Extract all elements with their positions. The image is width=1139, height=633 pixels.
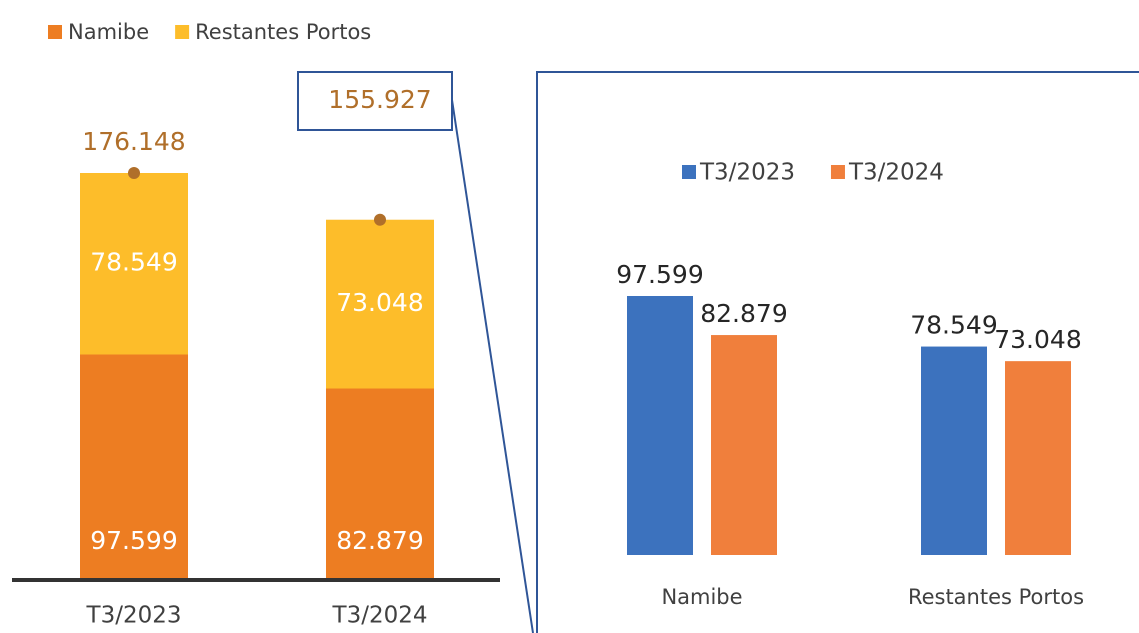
legend-swatch <box>175 25 190 39</box>
legend-label: T3/2023 <box>699 160 795 186</box>
total-label: 155.927 <box>328 85 431 114</box>
x-tick-label: Namibe <box>661 585 742 609</box>
bar-segment <box>326 219 434 389</box>
value-label: 73.048 <box>336 288 423 317</box>
legend-label: T3/2024 <box>848 160 944 186</box>
value-label: 73.048 <box>994 325 1081 354</box>
bar <box>1005 361 1071 555</box>
legend-label: Restantes Portos <box>195 20 371 44</box>
value-label: 78.549 <box>90 248 177 277</box>
value-label: 97.599 <box>616 260 703 289</box>
zoom-frame <box>536 71 1139 633</box>
total-label: 176.148 <box>82 127 185 156</box>
legend-swatch <box>830 165 845 179</box>
bar <box>627 296 693 555</box>
legend-swatch <box>682 165 696 179</box>
x-tick-label: Restantes Portos <box>908 585 1084 609</box>
total-marker <box>128 167 140 179</box>
bar <box>921 346 987 555</box>
bar <box>711 335 777 555</box>
legend-label: Namibe <box>68 20 149 44</box>
zoom-line <box>451 99 534 633</box>
value-label: 82.879 <box>336 526 423 555</box>
value-label: 78.549 <box>910 311 997 340</box>
x-tick-label: T3/2024 <box>332 603 428 629</box>
bar-segment <box>326 388 434 580</box>
value-label: 97.599 <box>90 526 177 555</box>
bar-segment <box>80 173 188 355</box>
bar-segment <box>80 354 188 580</box>
x-tick-label: T3/2023 <box>86 603 182 629</box>
value-label: 82.879 <box>700 299 787 328</box>
total-marker <box>374 213 386 226</box>
legend-swatch <box>48 25 62 39</box>
